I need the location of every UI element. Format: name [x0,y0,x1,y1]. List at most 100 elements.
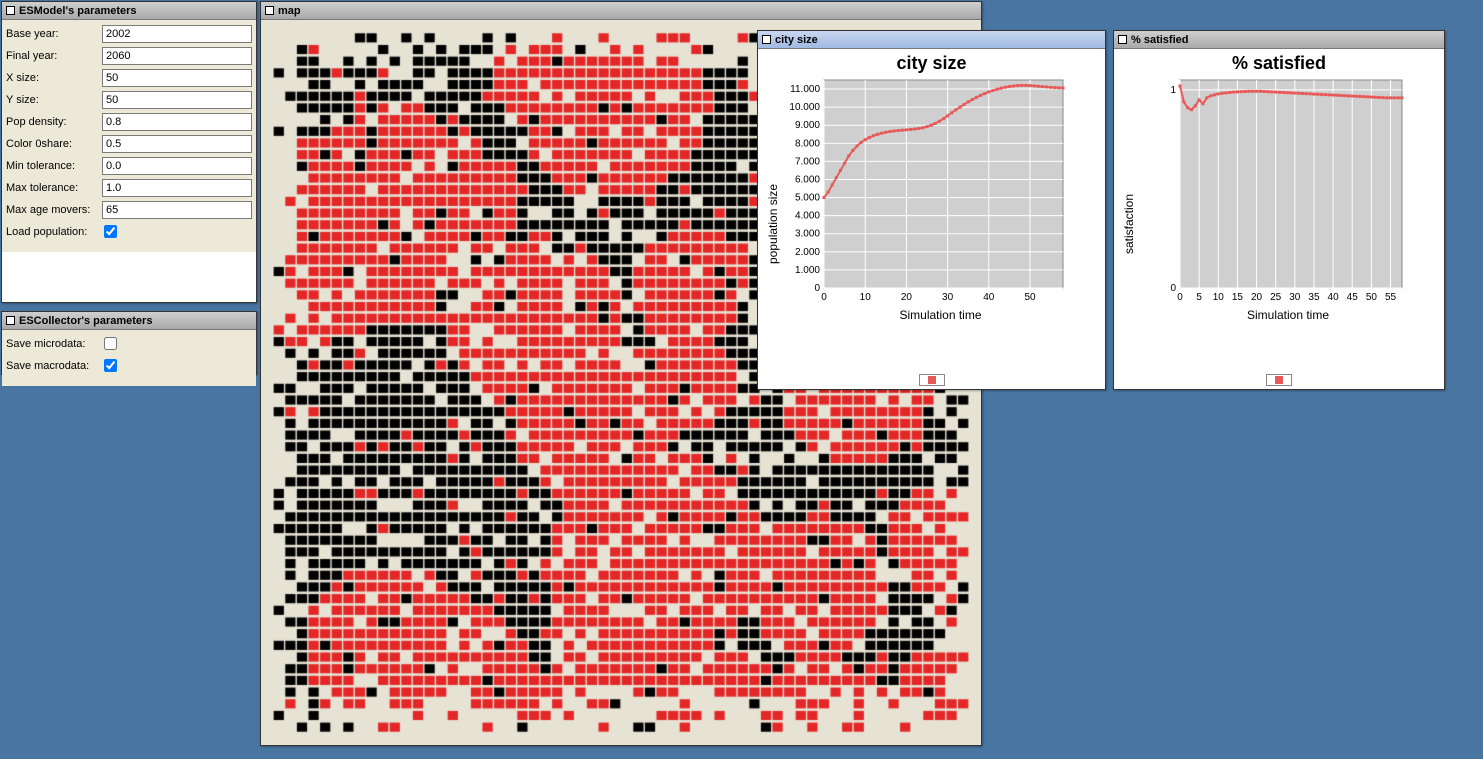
satisfied-body: % satisfied satisfaction 010510152025303… [1114,49,1444,389]
param-row-x-size: X size: [6,68,252,87]
param-row-save-microdata: Save microdata: [6,334,252,353]
min-tolerance-input[interactable] [102,157,252,175]
svg-text:0: 0 [814,283,820,294]
param-row-max-tolerance: Max tolerance: [6,178,252,197]
svg-text:10: 10 [860,292,872,303]
svg-text:30: 30 [1289,292,1301,303]
city-size-xlabel: Simulation time [782,308,1099,322]
city-size-chart-title: city size [764,53,1099,74]
svg-text:1.000: 1.000 [795,265,820,276]
svg-text:1: 1 [1170,85,1176,96]
city-size-panel: city size city size population size 0 1.0… [757,30,1106,390]
city-size-legend [764,374,1099,387]
svg-text:20: 20 [1251,292,1263,303]
color0share-input[interactable] [102,135,252,153]
svg-text:2.000: 2.000 [795,247,820,258]
svg-text:50: 50 [1024,292,1036,303]
city-size-title: city size [775,34,818,46]
param-row-save-macrodata: Save macrodata: [6,356,252,375]
satisfied-titlebar[interactable]: % satisfied [1114,31,1444,49]
city-size-body: city size population size 0 1.000 2.000 3.0… [758,49,1105,389]
svg-text:4.000: 4.000 [795,211,820,222]
legend-swatch-icon [1275,376,1283,384]
window-box-icon [762,35,771,44]
y-size-input[interactable] [102,91,252,109]
svg-text:50: 50 [1366,292,1378,303]
param-label-save-macrodata: Save macrodata: [6,360,104,372]
svg-text:10.000: 10.000 [789,102,820,113]
svg-text:55: 55 [1385,292,1397,303]
param-label-load-population: Load population: [6,226,104,238]
svg-text:25: 25 [1270,292,1282,303]
param-row-y-size: Y size: [6,90,252,109]
param-label-x-size: X size: [6,72,102,84]
base-year-input[interactable] [102,25,252,43]
svg-text:10: 10 [1213,292,1225,303]
svg-text:9.000: 9.000 [795,120,820,131]
city-size-titlebar[interactable]: city size [758,31,1105,49]
window-box-icon [265,6,274,15]
param-label-min-tolerance: Min tolerance: [6,160,102,172]
param-label-final-year: Final year: [6,50,102,62]
satisfied-ylabel: satisfaction [1120,76,1138,372]
param-label-y-size: Y size: [6,94,102,106]
esmodel-panel: ESModel's parameters Base year: Final yea… [1,1,257,303]
esmodel-titlebar[interactable]: ESModel's parameters [2,2,256,20]
escollector-panel: ESCollector's parameters Save microdata:… [1,311,257,375]
satisfied-legend [1120,374,1438,387]
param-label-max-age-movers: Max age movers: [6,204,102,216]
param-row-max-age-movers: Max age movers: [6,200,252,219]
param-label-save-microdata: Save microdata: [6,338,104,350]
escollector-titlebar[interactable]: ESCollector's parameters [2,312,256,330]
escollector-body: Save microdata: Save macrodata: [2,330,256,386]
svg-text:30: 30 [942,292,954,303]
city-size-ylabel: population size [764,76,782,372]
svg-text:0: 0 [1170,283,1176,294]
svg-text:5: 5 [1196,292,1202,303]
param-row-final-year: Final year: [6,46,252,65]
svg-text:20: 20 [901,292,913,303]
param-row-color0share: Color 0share: [6,134,252,153]
escollector-title: ESCollector's parameters [19,315,152,327]
save-macrodata-checkbox[interactable] [104,359,117,372]
satisfied-panel: % satisfied % satisfied satisfaction 010… [1113,30,1445,390]
svg-text:5.000: 5.000 [795,193,820,204]
param-row-base-year: Base year: [6,24,252,43]
param-label-pop-density: Pop density: [6,116,102,128]
svg-text:35: 35 [1308,292,1320,303]
legend-swatch-icon [928,376,936,384]
svg-text:3.000: 3.000 [795,229,820,240]
svg-text:7.000: 7.000 [795,156,820,167]
svg-text:11.000: 11.000 [790,84,820,95]
esmodel-title: ESModel's parameters [19,5,137,17]
param-row-min-tolerance: Min tolerance: [6,156,252,175]
svg-text:0: 0 [1177,292,1183,303]
param-row-load-population: Load population: [6,222,252,241]
svg-text:8.000: 8.000 [795,138,820,149]
final-year-input[interactable] [102,47,252,65]
satisfied-xlabel: Simulation time [1138,308,1438,322]
satisfied-plot: 010510152025303540455055 [1138,76,1410,306]
load-population-checkbox[interactable] [104,225,117,238]
svg-text:40: 40 [983,292,995,303]
pop-density-input[interactable] [102,113,252,131]
window-box-icon [1118,35,1127,44]
param-label-max-tolerance: Max tolerance: [6,182,102,194]
svg-text:45: 45 [1347,292,1359,303]
save-microdata-checkbox[interactable] [104,337,117,350]
max-tolerance-input[interactable] [102,179,252,197]
satisfied-chart-title: % satisfied [1120,53,1438,74]
city-size-plot: 0 1.000 2.000 3.000 4.000 5.000 6.000 7.000 8.00… [782,76,1071,306]
max-age-movers-input[interactable] [102,201,252,219]
param-row-pop-density: Pop density: [6,112,252,131]
esmodel-body: Base year: Final year: X size: Y size: Pop d… [2,20,256,252]
param-label-base-year: Base year: [6,28,102,40]
map-titlebar[interactable]: map [261,2,981,20]
svg-text:0: 0 [821,292,827,303]
satisfied-title: % satisfied [1131,34,1188,46]
window-box-icon [6,316,15,325]
window-box-icon [6,6,15,15]
param-label-color0share: Color 0share: [6,138,102,150]
x-size-input[interactable] [102,69,252,87]
svg-text:6.000: 6.000 [795,174,820,185]
